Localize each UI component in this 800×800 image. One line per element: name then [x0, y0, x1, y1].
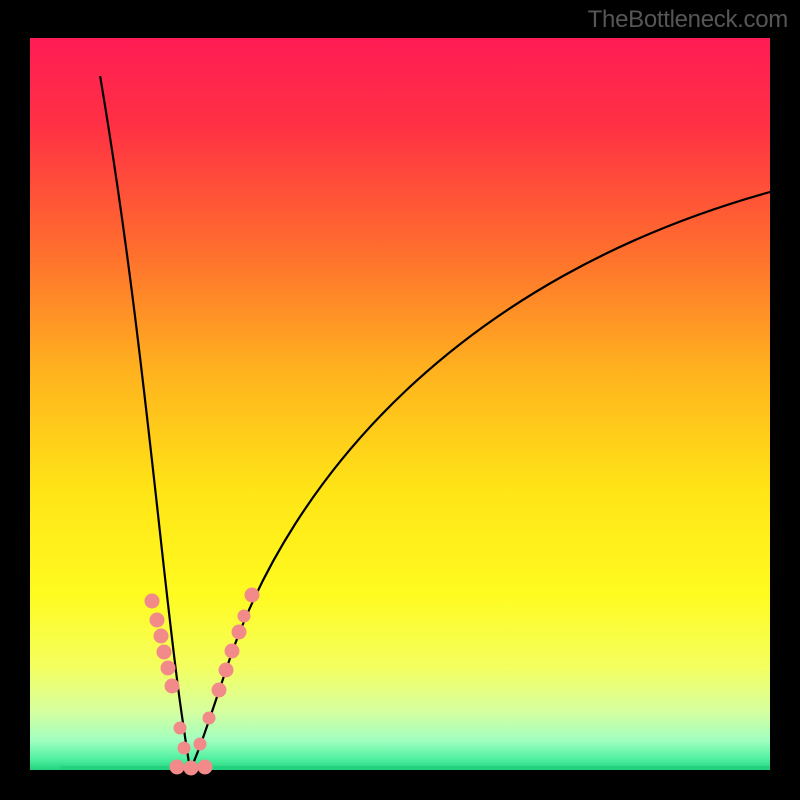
data-point — [219, 663, 234, 678]
data-point — [194, 738, 207, 751]
data-point — [225, 644, 240, 659]
data-point — [232, 625, 247, 640]
data-point — [174, 722, 187, 735]
data-point — [238, 610, 251, 623]
data-point — [212, 683, 227, 698]
data-point — [161, 661, 176, 676]
data-point — [157, 645, 172, 660]
data-point — [150, 613, 165, 628]
chart-frame: TheBottleneck.com — [0, 0, 800, 800]
data-point — [198, 760, 213, 775]
data-point — [178, 742, 191, 755]
data-point — [203, 712, 216, 725]
plot-area — [30, 38, 770, 770]
data-point — [165, 679, 180, 694]
data-point — [154, 629, 169, 644]
data-point — [245, 588, 260, 603]
data-point — [170, 760, 185, 775]
bottom-strip — [30, 766, 770, 770]
data-point — [184, 761, 199, 776]
bottleneck-chart — [0, 0, 800, 800]
data-point — [145, 594, 160, 609]
